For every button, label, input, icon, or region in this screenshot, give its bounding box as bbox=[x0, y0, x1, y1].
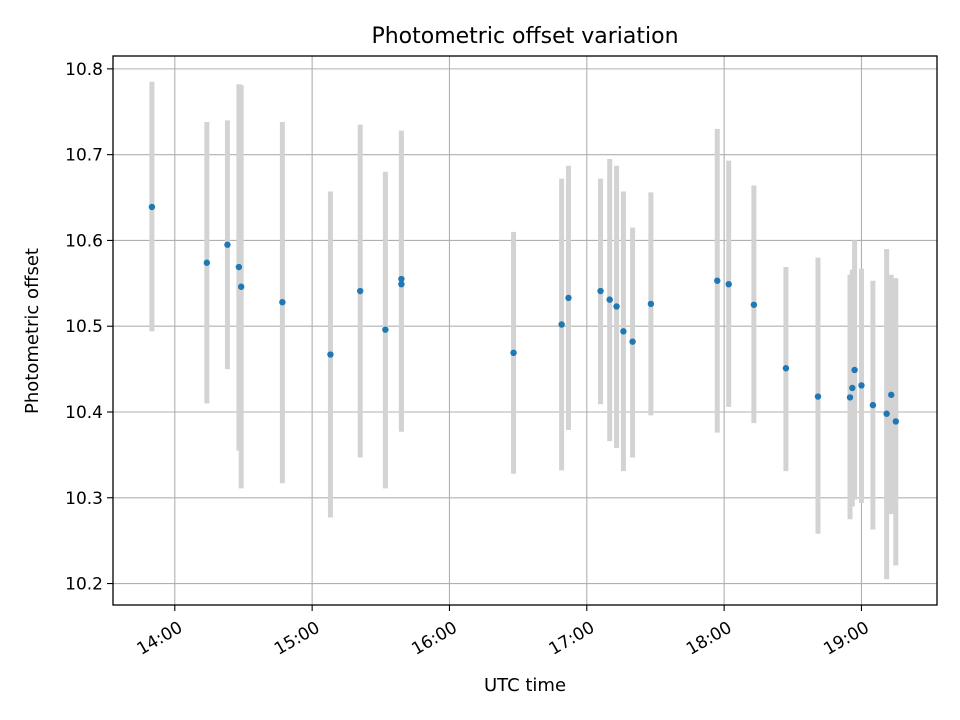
chart-title: Photometric offset variation bbox=[371, 24, 678, 49]
data-point bbox=[382, 326, 389, 333]
data-point bbox=[620, 328, 627, 335]
data-point bbox=[203, 259, 211, 266]
data-point bbox=[851, 366, 858, 374]
data-point bbox=[357, 287, 364, 295]
data-point bbox=[892, 418, 899, 425]
error-bars bbox=[149, 81, 899, 580]
data-point bbox=[814, 393, 822, 400]
data-point bbox=[235, 263, 243, 271]
y-tick-label: 10.4 bbox=[65, 403, 103, 423]
data-point bbox=[858, 382, 865, 389]
y-tick-label: 10.5 bbox=[65, 317, 103, 337]
x-tick-label: 14:00 bbox=[134, 618, 186, 660]
data-point bbox=[647, 300, 655, 308]
data-point bbox=[849, 384, 856, 392]
data-point bbox=[782, 365, 790, 372]
x-tick-label: 17:00 bbox=[546, 618, 598, 660]
plot-frame bbox=[112, 55, 938, 606]
x-tick-label: 18:00 bbox=[683, 618, 735, 660]
data-points bbox=[148, 203, 899, 425]
y-axis: 10.2 10.3 10.4 10.5 10.6 10.7 10.8 bbox=[65, 60, 113, 595]
data-point bbox=[613, 303, 620, 310]
data-point bbox=[597, 287, 604, 295]
x-tick-label: 19:00 bbox=[820, 618, 872, 660]
y-tick-label: 10.8 bbox=[65, 60, 103, 80]
data-point bbox=[725, 280, 732, 288]
data-point bbox=[883, 410, 890, 417]
data-point bbox=[750, 301, 758, 308]
data-point bbox=[224, 241, 231, 248]
y-tick-label: 10.6 bbox=[65, 231, 103, 251]
data-point bbox=[398, 280, 405, 288]
data-point bbox=[398, 275, 405, 283]
data-point bbox=[148, 203, 156, 211]
data-point bbox=[558, 321, 565, 328]
data-point bbox=[606, 296, 613, 303]
x-axis: 14:00 15:00 16:00 17:00 18:00 19:00 bbox=[134, 605, 873, 660]
data-point bbox=[629, 338, 636, 345]
y-tick-label: 10.7 bbox=[65, 146, 103, 166]
data-point bbox=[565, 294, 572, 302]
data-point bbox=[869, 401, 877, 409]
data-point bbox=[327, 351, 334, 358]
data-point bbox=[846, 394, 854, 401]
data-point bbox=[888, 391, 895, 399]
data-point bbox=[714, 277, 721, 284]
x-tick-label: 16:00 bbox=[408, 618, 460, 660]
data-point bbox=[237, 283, 245, 290]
x-tick-label: 15:00 bbox=[271, 618, 323, 660]
data-point bbox=[279, 298, 286, 306]
data-point bbox=[510, 349, 517, 357]
y-axis-label: Photometric offset bbox=[22, 248, 43, 414]
y-tick-label: 10.2 bbox=[65, 575, 103, 595]
x-axis-label: UTC time bbox=[484, 675, 566, 696]
y-tick-label: 10.3 bbox=[65, 489, 103, 509]
